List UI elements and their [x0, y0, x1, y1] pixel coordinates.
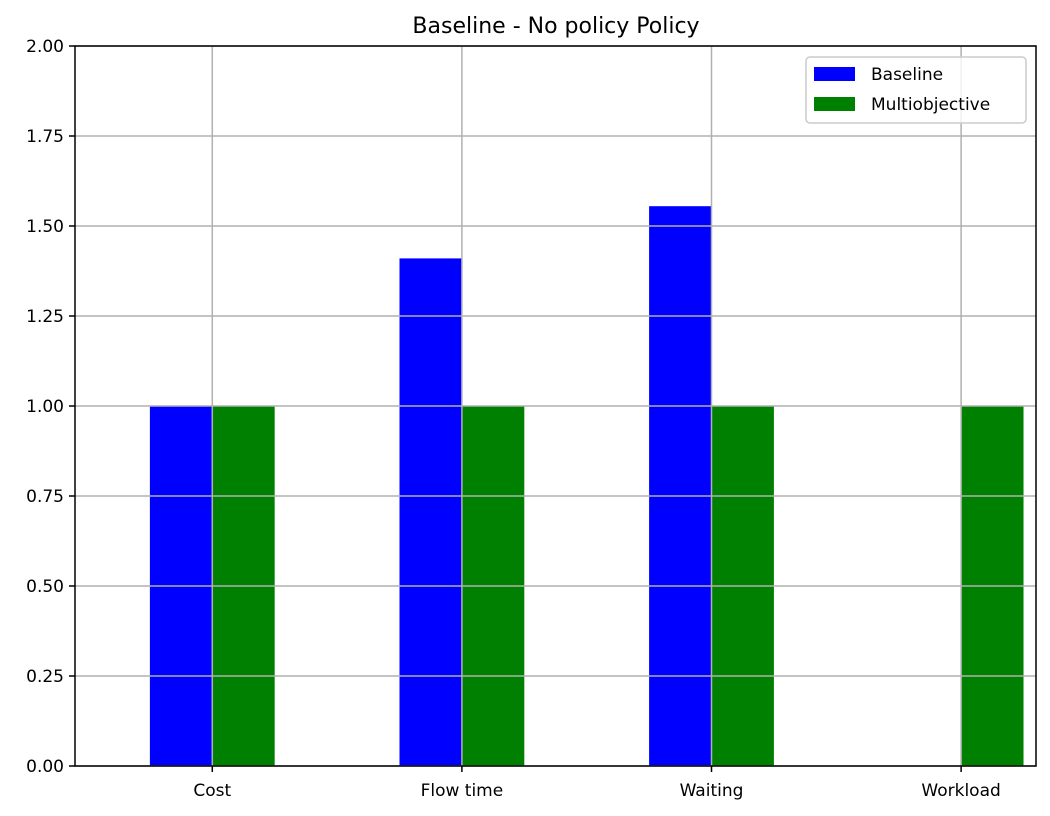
y-tick-label: 0.50: [26, 577, 64, 597]
x-tick-label: Workload: [921, 781, 1000, 801]
y-tick-label: 1.50: [26, 217, 64, 237]
x-tick-label: Waiting: [680, 781, 744, 801]
legend-swatch-multiobjective: [814, 97, 855, 111]
y-tick-label: 0.75: [26, 487, 64, 507]
legend-label-multiobjective: Multiobjective: [871, 95, 990, 115]
legend-swatch-baseline: [814, 67, 855, 81]
y-tick-label: 0.25: [26, 667, 64, 687]
bar-baseline-waiting: [649, 206, 712, 766]
legend-box: [805, 56, 1027, 124]
y-tick-label: 1.75: [26, 127, 64, 147]
legend-label-baseline: Baseline: [871, 65, 943, 85]
y-tick-label: 2.00: [26, 37, 64, 57]
y-tick-label: 0.00: [26, 757, 64, 777]
chart-title: Baseline - No policy Policy: [412, 14, 699, 39]
bar-baseline-flow-time: [399, 258, 462, 766]
bars-layer: [149, 206, 1024, 766]
x-tick-label: Flow time: [421, 781, 504, 801]
axes-layer: 0.00 0.25 0.50 0.75 1.00 1.25 1.50 1.75 2.00 Cost…: [26, 37, 1037, 801]
legend: Baseline Multiobjective: [805, 56, 1027, 124]
y-tick-label: 1.25: [26, 307, 64, 327]
y-tick-label: 1.00: [26, 397, 64, 417]
x-tick-label: Cost: [193, 781, 231, 801]
